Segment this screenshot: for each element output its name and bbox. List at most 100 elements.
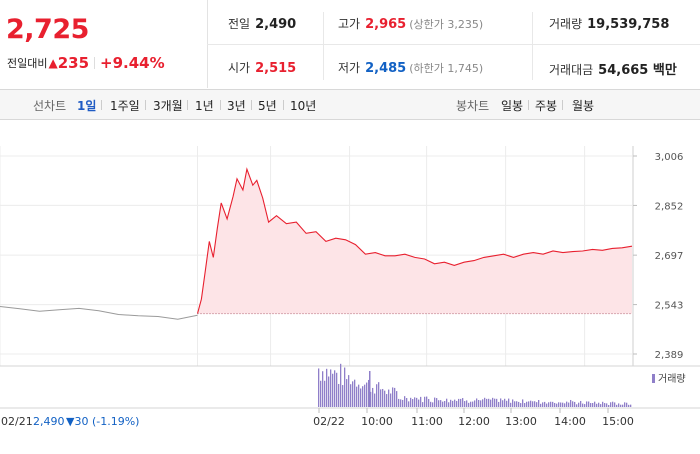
stats-divider	[207, 44, 700, 45]
up-triangle-icon: ▲	[48, 56, 58, 70]
volume-bar	[498, 401, 500, 407]
volume-bar	[374, 393, 376, 407]
volume-bar	[438, 400, 440, 407]
y-axis-ticks: 3,006 2,852 2,697 2,543 2,389	[633, 152, 683, 361]
tab-3y[interactable]: 3년	[227, 99, 246, 113]
volume-bar	[398, 398, 400, 407]
previous-day-close: 2,490	[33, 415, 65, 428]
volume-bar	[502, 400, 504, 407]
volume-bar	[480, 400, 482, 407]
volume-bar	[320, 380, 322, 407]
volume-bars	[318, 363, 632, 407]
volume-bar	[520, 403, 522, 407]
volume-bar	[434, 397, 436, 407]
volume-bar	[556, 403, 558, 407]
change-amount: 235	[57, 54, 90, 72]
volume-bar	[580, 400, 582, 407]
previous-day-line	[0, 306, 198, 320]
volume-bar	[506, 400, 508, 407]
volume-bar	[426, 396, 428, 407]
volume-bar	[430, 401, 432, 407]
stat-value: 19,539,758	[587, 17, 670, 32]
volume-bar	[448, 402, 450, 407]
tab-divider	[283, 100, 284, 110]
volume-bar	[324, 380, 326, 407]
tab-5y[interactable]: 5년	[258, 99, 277, 113]
stat-label: 고가	[338, 17, 361, 31]
volume-bar	[440, 400, 442, 407]
stat-label: 저가	[338, 61, 361, 75]
volume-bar	[598, 402, 600, 407]
tab-1d[interactable]: 1일	[77, 99, 97, 113]
volume-bar	[366, 382, 368, 407]
y-tick-label: 2,543	[655, 301, 684, 312]
volume-bar	[558, 402, 560, 407]
tab-monthly-candle[interactable]: 월봉	[572, 99, 595, 113]
upper-limit: (상한가 3,235)	[409, 18, 484, 31]
volume-bar	[472, 401, 474, 407]
tab-daily-candle[interactable]: 일봉	[501, 99, 524, 113]
stat-open: 시가 2,515	[228, 59, 296, 76]
volume-bar	[508, 398, 510, 407]
volume-bar	[384, 390, 386, 407]
tab-3m[interactable]: 3개월	[153, 99, 183, 113]
today-fill	[197, 169, 632, 314]
volume-bar	[550, 401, 552, 407]
x-tick-label: 12:00	[458, 415, 490, 428]
volume-bar	[500, 398, 502, 407]
volume-bar	[348, 375, 350, 407]
stats-divider	[323, 12, 324, 80]
volume-bar	[536, 402, 538, 407]
today-area	[196, 167, 633, 314]
volume-bar	[442, 401, 444, 407]
volume-bar	[574, 401, 576, 407]
volume-bar	[338, 383, 340, 407]
volume-bar	[369, 371, 371, 407]
volume-bar	[368, 379, 370, 407]
tab-1y[interactable]: 1년	[195, 99, 214, 113]
volume-bar	[466, 400, 468, 407]
stat-label: 전일	[228, 17, 251, 31]
volume-bar	[370, 391, 372, 407]
volume-bar	[354, 379, 356, 407]
volume-bar	[334, 370, 336, 407]
tab-1w[interactable]: 1주일	[110, 99, 140, 113]
volume-bar	[494, 398, 496, 407]
volume-bar	[582, 403, 584, 407]
volume-bar	[414, 397, 416, 407]
volume-bar	[496, 398, 498, 407]
x-tick-label: 02/22	[313, 415, 345, 428]
volume-bar	[468, 402, 470, 407]
stat-label: 시가	[228, 61, 251, 75]
volume-bar	[594, 401, 596, 407]
volume-bar	[436, 398, 438, 407]
volume-bar	[360, 388, 362, 407]
volume-bar	[346, 379, 348, 407]
volume-bar	[432, 402, 434, 407]
stat-value: 2,515	[255, 61, 297, 76]
volume-bar	[444, 400, 446, 407]
volume-bar	[344, 367, 346, 407]
volume-bar	[428, 399, 430, 407]
volume-bar	[486, 398, 488, 407]
volume-bar	[548, 402, 550, 407]
chart-svg: 3,006 2,852 2,697 2,543 2,389 02/22 10:00 11:0…	[0, 146, 700, 428]
volume-bar	[342, 385, 344, 407]
volume-bar	[544, 401, 546, 407]
volume-bar	[356, 386, 358, 407]
volume-bar	[350, 384, 352, 407]
volume-bar	[524, 403, 526, 407]
line-chart-label: 선차트	[33, 99, 67, 113]
tab-10y[interactable]: 10년	[290, 99, 317, 113]
tab-divider	[220, 100, 221, 110]
tab-divider	[528, 100, 529, 110]
x-tick-label: 10:00	[361, 415, 393, 428]
volume-bar	[328, 396, 330, 407]
y-tick-label: 2,697	[655, 251, 684, 262]
tab-weekly-candle[interactable]: 주봉	[535, 99, 558, 113]
x-tick-label: 14:00	[554, 415, 586, 428]
tab-divider	[145, 100, 146, 110]
volume-bar	[372, 387, 374, 407]
volume-bar	[624, 402, 626, 407]
tab-divider	[251, 100, 252, 110]
